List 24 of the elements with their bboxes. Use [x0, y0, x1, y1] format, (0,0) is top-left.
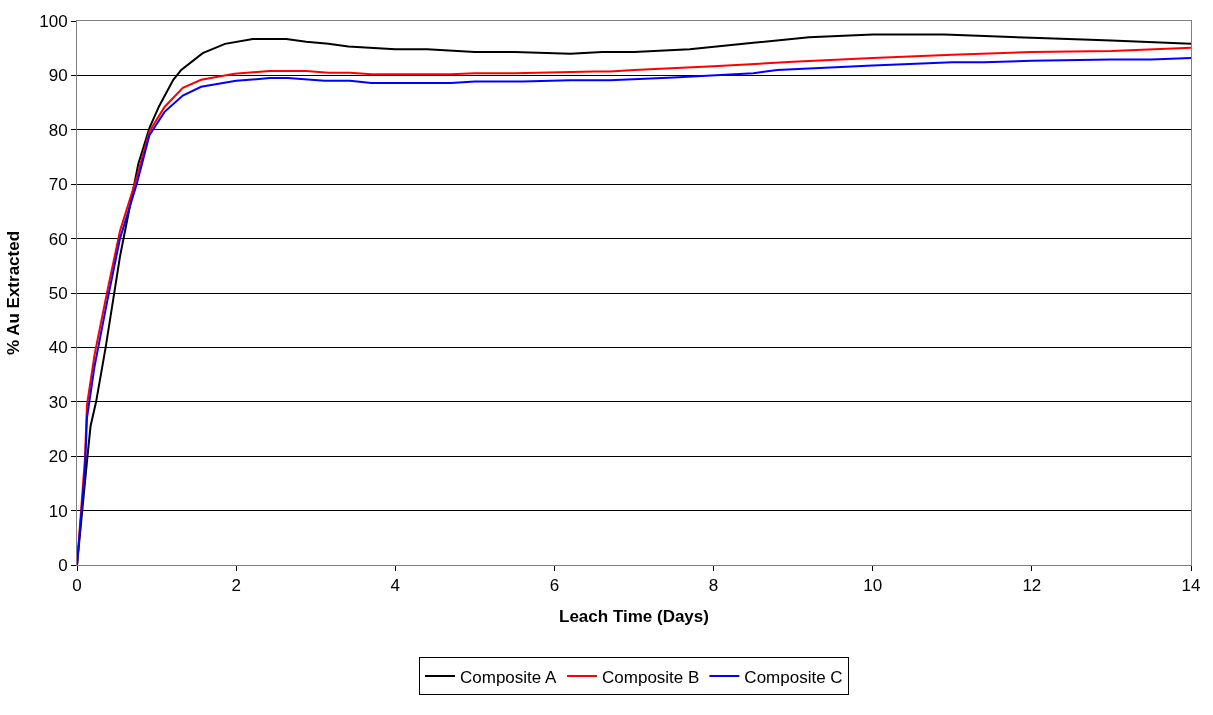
y-tick-label: 0 [58, 555, 68, 575]
x-tick-label: 2 [231, 576, 241, 596]
y-tick-label: 80 [48, 120, 68, 140]
y-tick-label: 30 [48, 392, 68, 412]
x-tick-label: 14 [1181, 576, 1201, 596]
x-tick-label: 12 [1022, 576, 1042, 596]
x-tick-label: 8 [708, 576, 719, 596]
x-tick-label: 10 [863, 576, 883, 596]
y-tick-label: 10 [48, 501, 68, 521]
legend-label: Composite B [602, 667, 700, 687]
y-tick-label: 70 [48, 175, 68, 195]
x-tick-label: 6 [549, 576, 560, 596]
y-tick-label: 40 [48, 338, 68, 358]
y-tick-label: 100 [39, 11, 68, 31]
y-tick-label: 50 [48, 283, 68, 303]
x-tick-label: 4 [390, 576, 401, 596]
x-tick-label: 0 [72, 576, 82, 596]
x-axis-title: Leach Time (Days) [559, 606, 709, 626]
legend-label: Composite C [744, 667, 843, 687]
y-tick-label: 60 [48, 229, 68, 249]
y-axis-title: % Au Extracted [3, 230, 23, 356]
y-tick-label: 20 [48, 447, 68, 467]
legend-label: Composite A [460, 667, 558, 687]
y-tick-label: 90 [48, 66, 68, 86]
